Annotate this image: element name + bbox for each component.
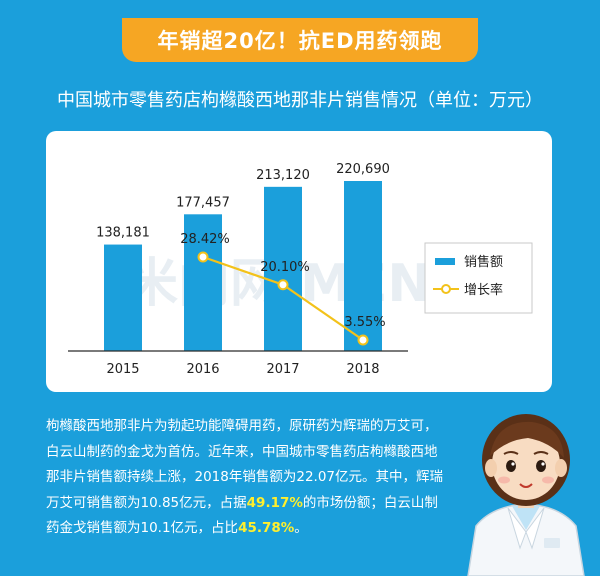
description-text-1: 枸橼酸西地那非片为勃起功能障碍用药，原研药为辉瑞的万艾可，白云山制药的金戈为首仿… bbox=[46, 418, 444, 511]
chart-title: 中国城市零售药店枸橼酸西地那非片销售情况（单位：万元） bbox=[57, 90, 543, 111]
chart-card: 米内网 MENET 138,181 177,457 213,120 220,690 201… bbox=[46, 131, 552, 392]
highlight-pfizer-share: 49.17% bbox=[246, 494, 303, 511]
x-tick-2016: 2016 bbox=[186, 362, 219, 377]
growth-label-2016: 28.42% bbox=[180, 232, 230, 247]
bar-2018 bbox=[344, 181, 382, 351]
headline-banner: 年销超20亿！抗ED用药领跑 bbox=[122, 18, 478, 62]
growth-label-2017: 20.10% bbox=[260, 260, 310, 275]
bar-2015 bbox=[104, 244, 142, 351]
bar-label-2016: 177,457 bbox=[176, 195, 230, 210]
description-paragraph: 枸橼酸西地那非片为勃起功能障碍用药，原研药为辉瑞的万艾可，白云山制药的金戈为首仿… bbox=[46, 414, 446, 542]
legend-label-sales: 销售额 bbox=[464, 254, 503, 270]
description-text-3: 。 bbox=[294, 520, 308, 536]
x-tick-2018: 2018 bbox=[346, 362, 379, 377]
legend-swatch-sales bbox=[435, 258, 455, 265]
bar-label-2017: 213,120 bbox=[256, 168, 310, 183]
legend-label-growth: 增长率 bbox=[464, 282, 503, 298]
growth-label-2018: 3.55% bbox=[344, 315, 385, 330]
highlight-baiyunshan-share: 45.78% bbox=[238, 520, 295, 536]
bar-label-2015: 138,181 bbox=[96, 226, 150, 241]
headline-text: 年销超20亿！抗ED用药领跑 bbox=[157, 29, 443, 53]
legend-swatch-growth-dot bbox=[441, 284, 451, 294]
growth-point-2018 bbox=[357, 334, 369, 346]
growth-point-2016 bbox=[197, 251, 209, 263]
description-text-2: 的市场份额；白云山制药金戈销售额为10.1亿元，占比 bbox=[46, 494, 438, 537]
bar-2016 bbox=[184, 214, 222, 351]
x-tick-2017: 2017 bbox=[266, 362, 299, 377]
growth-point-2017 bbox=[277, 279, 289, 291]
bar-label-2018: 220,690 bbox=[336, 162, 390, 177]
x-tick-2015: 2015 bbox=[106, 362, 139, 377]
bar-2017 bbox=[264, 186, 302, 351]
legend-box bbox=[424, 242, 533, 314]
doctor-illustration bbox=[467, 414, 585, 576]
